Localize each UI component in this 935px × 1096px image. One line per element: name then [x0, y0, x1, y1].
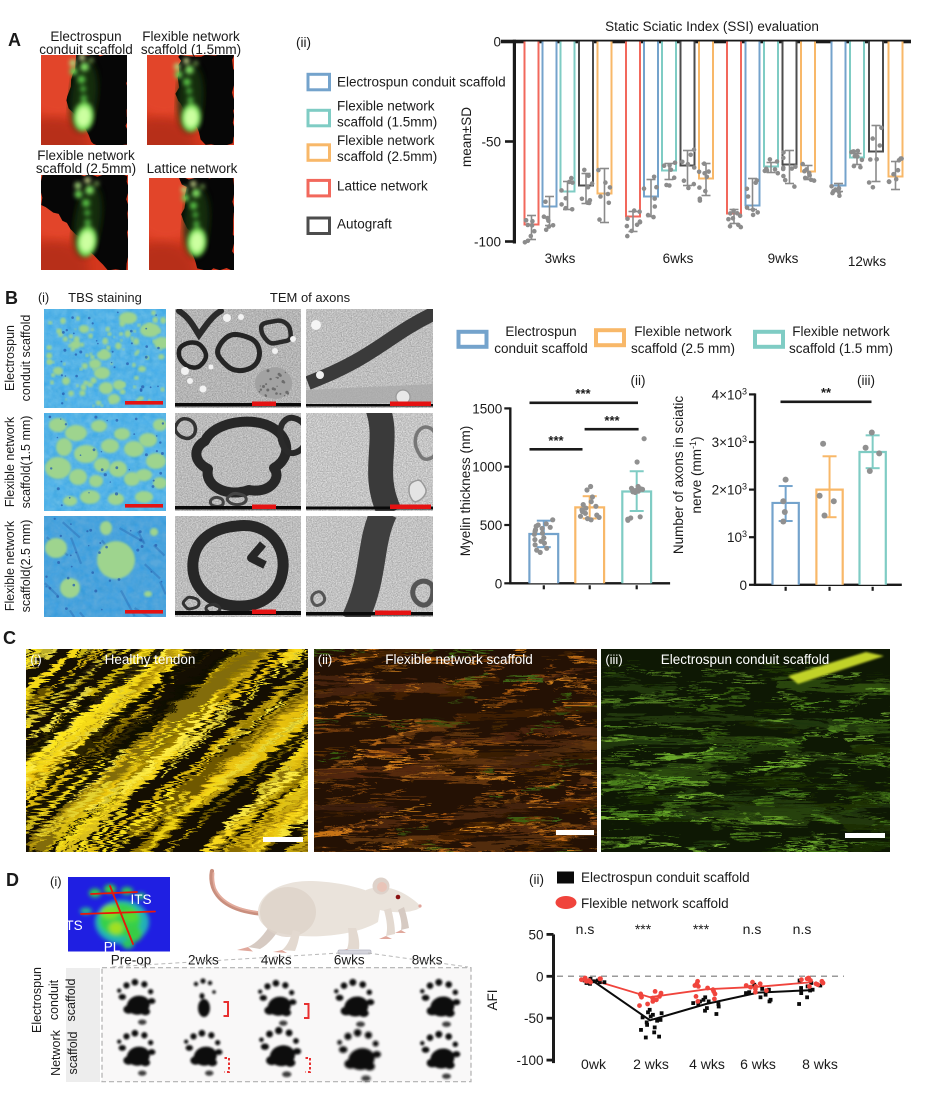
svg-text:103: 103: [727, 529, 747, 545]
svg-text:Autograft: Autograft: [337, 217, 392, 232]
svg-text:Electrospun: Electrospun: [50, 29, 121, 44]
svg-text:scaffold (1.5 mm): scaffold (1.5 mm): [789, 341, 893, 356]
svg-text:6wks: 6wks: [663, 251, 694, 266]
svg-text:***: ***: [575, 386, 591, 401]
svg-text:TS: TS: [65, 918, 82, 933]
svg-text:(iii): (iii): [605, 652, 622, 667]
svg-text:scaffold: scaffold: [64, 979, 78, 1022]
svg-text:4 wks: 4 wks: [689, 1056, 725, 1072]
svg-text:12wks: 12wks: [848, 254, 887, 269]
svg-text:conduit scaffold: conduit scaffold: [39, 42, 133, 57]
svg-text:n.s: n.s: [743, 921, 762, 937]
svg-text:n.s: n.s: [576, 921, 595, 937]
svg-text:Lattice network: Lattice network: [337, 179, 428, 194]
svg-text:Electrospun: Electrospun: [505, 324, 576, 339]
svg-text:0: 0: [536, 969, 544, 984]
svg-text:0: 0: [493, 35, 501, 50]
svg-text:scaffold (2.5 mm): scaffold (2.5 mm): [631, 341, 735, 356]
svg-text:Flexible network: Flexible network: [3, 520, 17, 611]
svg-text:50: 50: [528, 927, 543, 942]
svg-text:***: ***: [604, 413, 620, 428]
svg-text:scaffold (1.5mm): scaffold (1.5mm): [337, 115, 437, 130]
svg-text:3×103: 3×103: [712, 434, 747, 450]
svg-text:Healthy tendon: Healthy tendon: [105, 652, 196, 667]
svg-text:scaffold (1.5mm): scaffold (1.5mm): [141, 42, 241, 57]
svg-text:Electrospun: Electrospun: [30, 967, 44, 1033]
svg-text:1000: 1000: [472, 460, 502, 475]
svg-text:8 wks: 8 wks: [802, 1056, 838, 1072]
svg-text:***: ***: [635, 921, 652, 937]
svg-text:Flexible network: Flexible network: [792, 324, 890, 339]
svg-text:C: C: [3, 628, 16, 648]
svg-text:6 wks: 6 wks: [740, 1056, 776, 1072]
svg-text:0: 0: [495, 576, 503, 591]
svg-text:PL: PL: [104, 940, 121, 955]
svg-text:Electrospun: Electrospun: [3, 325, 17, 391]
svg-text:scaffold (2.5mm): scaffold (2.5mm): [337, 149, 437, 164]
svg-text:n.s: n.s: [793, 921, 812, 937]
svg-text:Myelin thickness (nm): Myelin thickness (nm): [458, 426, 473, 557]
svg-text:4×103: 4×103: [712, 386, 747, 402]
svg-text:Electrospun conduit scaffold: Electrospun conduit scaffold: [337, 75, 506, 90]
svg-text:-50: -50: [481, 135, 501, 150]
svg-text:nerve (mm-1): nerve (mm-1): [688, 436, 704, 513]
svg-text:conduit scaffold: conduit scaffold: [494, 341, 588, 356]
svg-text:Flexible network: Flexible network: [37, 148, 135, 163]
svg-text:***: ***: [548, 433, 564, 448]
svg-text:2 wks: 2 wks: [633, 1056, 669, 1072]
svg-text:-50: -50: [524, 1011, 544, 1026]
svg-text:0wk: 0wk: [581, 1056, 607, 1072]
svg-text:mean±SD: mean±SD: [459, 107, 474, 167]
svg-text:TBS staining: TBS staining: [68, 290, 142, 305]
svg-text:conduit scaffold: conduit scaffold: [19, 315, 33, 402]
svg-text:(ii): (ii): [318, 652, 332, 667]
svg-text:ITS: ITS: [130, 892, 151, 907]
svg-text:conduit: conduit: [47, 979, 61, 1020]
svg-text:scaffold: scaffold: [66, 1032, 80, 1075]
svg-text:Flexible network: Flexible network: [3, 416, 17, 507]
svg-text:Electrospun conduit scaffold: Electrospun conduit scaffold: [581, 870, 750, 885]
svg-text:0: 0: [739, 578, 747, 593]
svg-text:Number of axons in sciatic: Number of axons in sciatic: [671, 396, 686, 555]
svg-text:Flexible network: Flexible network: [337, 133, 435, 148]
svg-text:(iii): (iii): [857, 373, 875, 388]
svg-text:Flexible network scaffold: Flexible network scaffold: [581, 896, 729, 911]
svg-text:scaffold(1.5 mm): scaffold(1.5 mm): [19, 416, 33, 509]
svg-text:Static Sciatic Index (SSI) eva: Static Sciatic Index (SSI) evaluation: [605, 19, 819, 34]
svg-text:(ii): (ii): [631, 373, 646, 388]
svg-text:1500: 1500: [472, 401, 502, 416]
svg-text:9wks: 9wks: [768, 251, 799, 266]
svg-text:2×103: 2×103: [712, 482, 747, 498]
svg-text:Flexible network: Flexible network: [337, 99, 435, 114]
svg-text:(i): (i): [30, 652, 42, 667]
svg-text:Flexible network: Flexible network: [634, 324, 732, 339]
svg-text:-100: -100: [516, 1053, 543, 1068]
svg-text:TEM of axons: TEM of axons: [270, 290, 351, 305]
svg-text:(i): (i): [50, 874, 62, 889]
svg-text:Electrospun conduit scaffold: Electrospun conduit scaffold: [661, 652, 830, 667]
svg-text:Pre-op: Pre-op: [111, 953, 152, 968]
svg-text:2wks: 2wks: [188, 953, 219, 968]
svg-text:(ii): (ii): [529, 872, 544, 887]
svg-text:-100: -100: [474, 235, 501, 250]
svg-text:A: A: [8, 30, 21, 50]
svg-text:500: 500: [480, 518, 503, 533]
svg-text:8wks: 8wks: [412, 953, 443, 968]
svg-text:scaffold (2.5mm): scaffold (2.5mm): [36, 161, 136, 176]
svg-text:(ii): (ii): [296, 35, 311, 50]
svg-text:D: D: [6, 870, 19, 890]
svg-text:3wks: 3wks: [545, 251, 576, 266]
svg-text:scaffold(2.5 mm): scaffold(2.5 mm): [19, 520, 33, 613]
svg-text:Lattice network: Lattice network: [147, 161, 238, 176]
svg-text:Flexible network scaffold: Flexible network scaffold: [385, 652, 533, 667]
svg-text:B: B: [5, 288, 18, 308]
svg-text:Network: Network: [49, 1029, 63, 1076]
svg-text:Flexible network: Flexible network: [142, 29, 240, 44]
svg-text:***: ***: [693, 921, 710, 937]
svg-text:(i): (i): [38, 291, 49, 305]
svg-text:AFI: AFI: [485, 989, 500, 1010]
svg-text:**: **: [821, 385, 832, 400]
svg-text:6wks: 6wks: [334, 953, 365, 968]
svg-text:4wks: 4wks: [261, 953, 292, 968]
